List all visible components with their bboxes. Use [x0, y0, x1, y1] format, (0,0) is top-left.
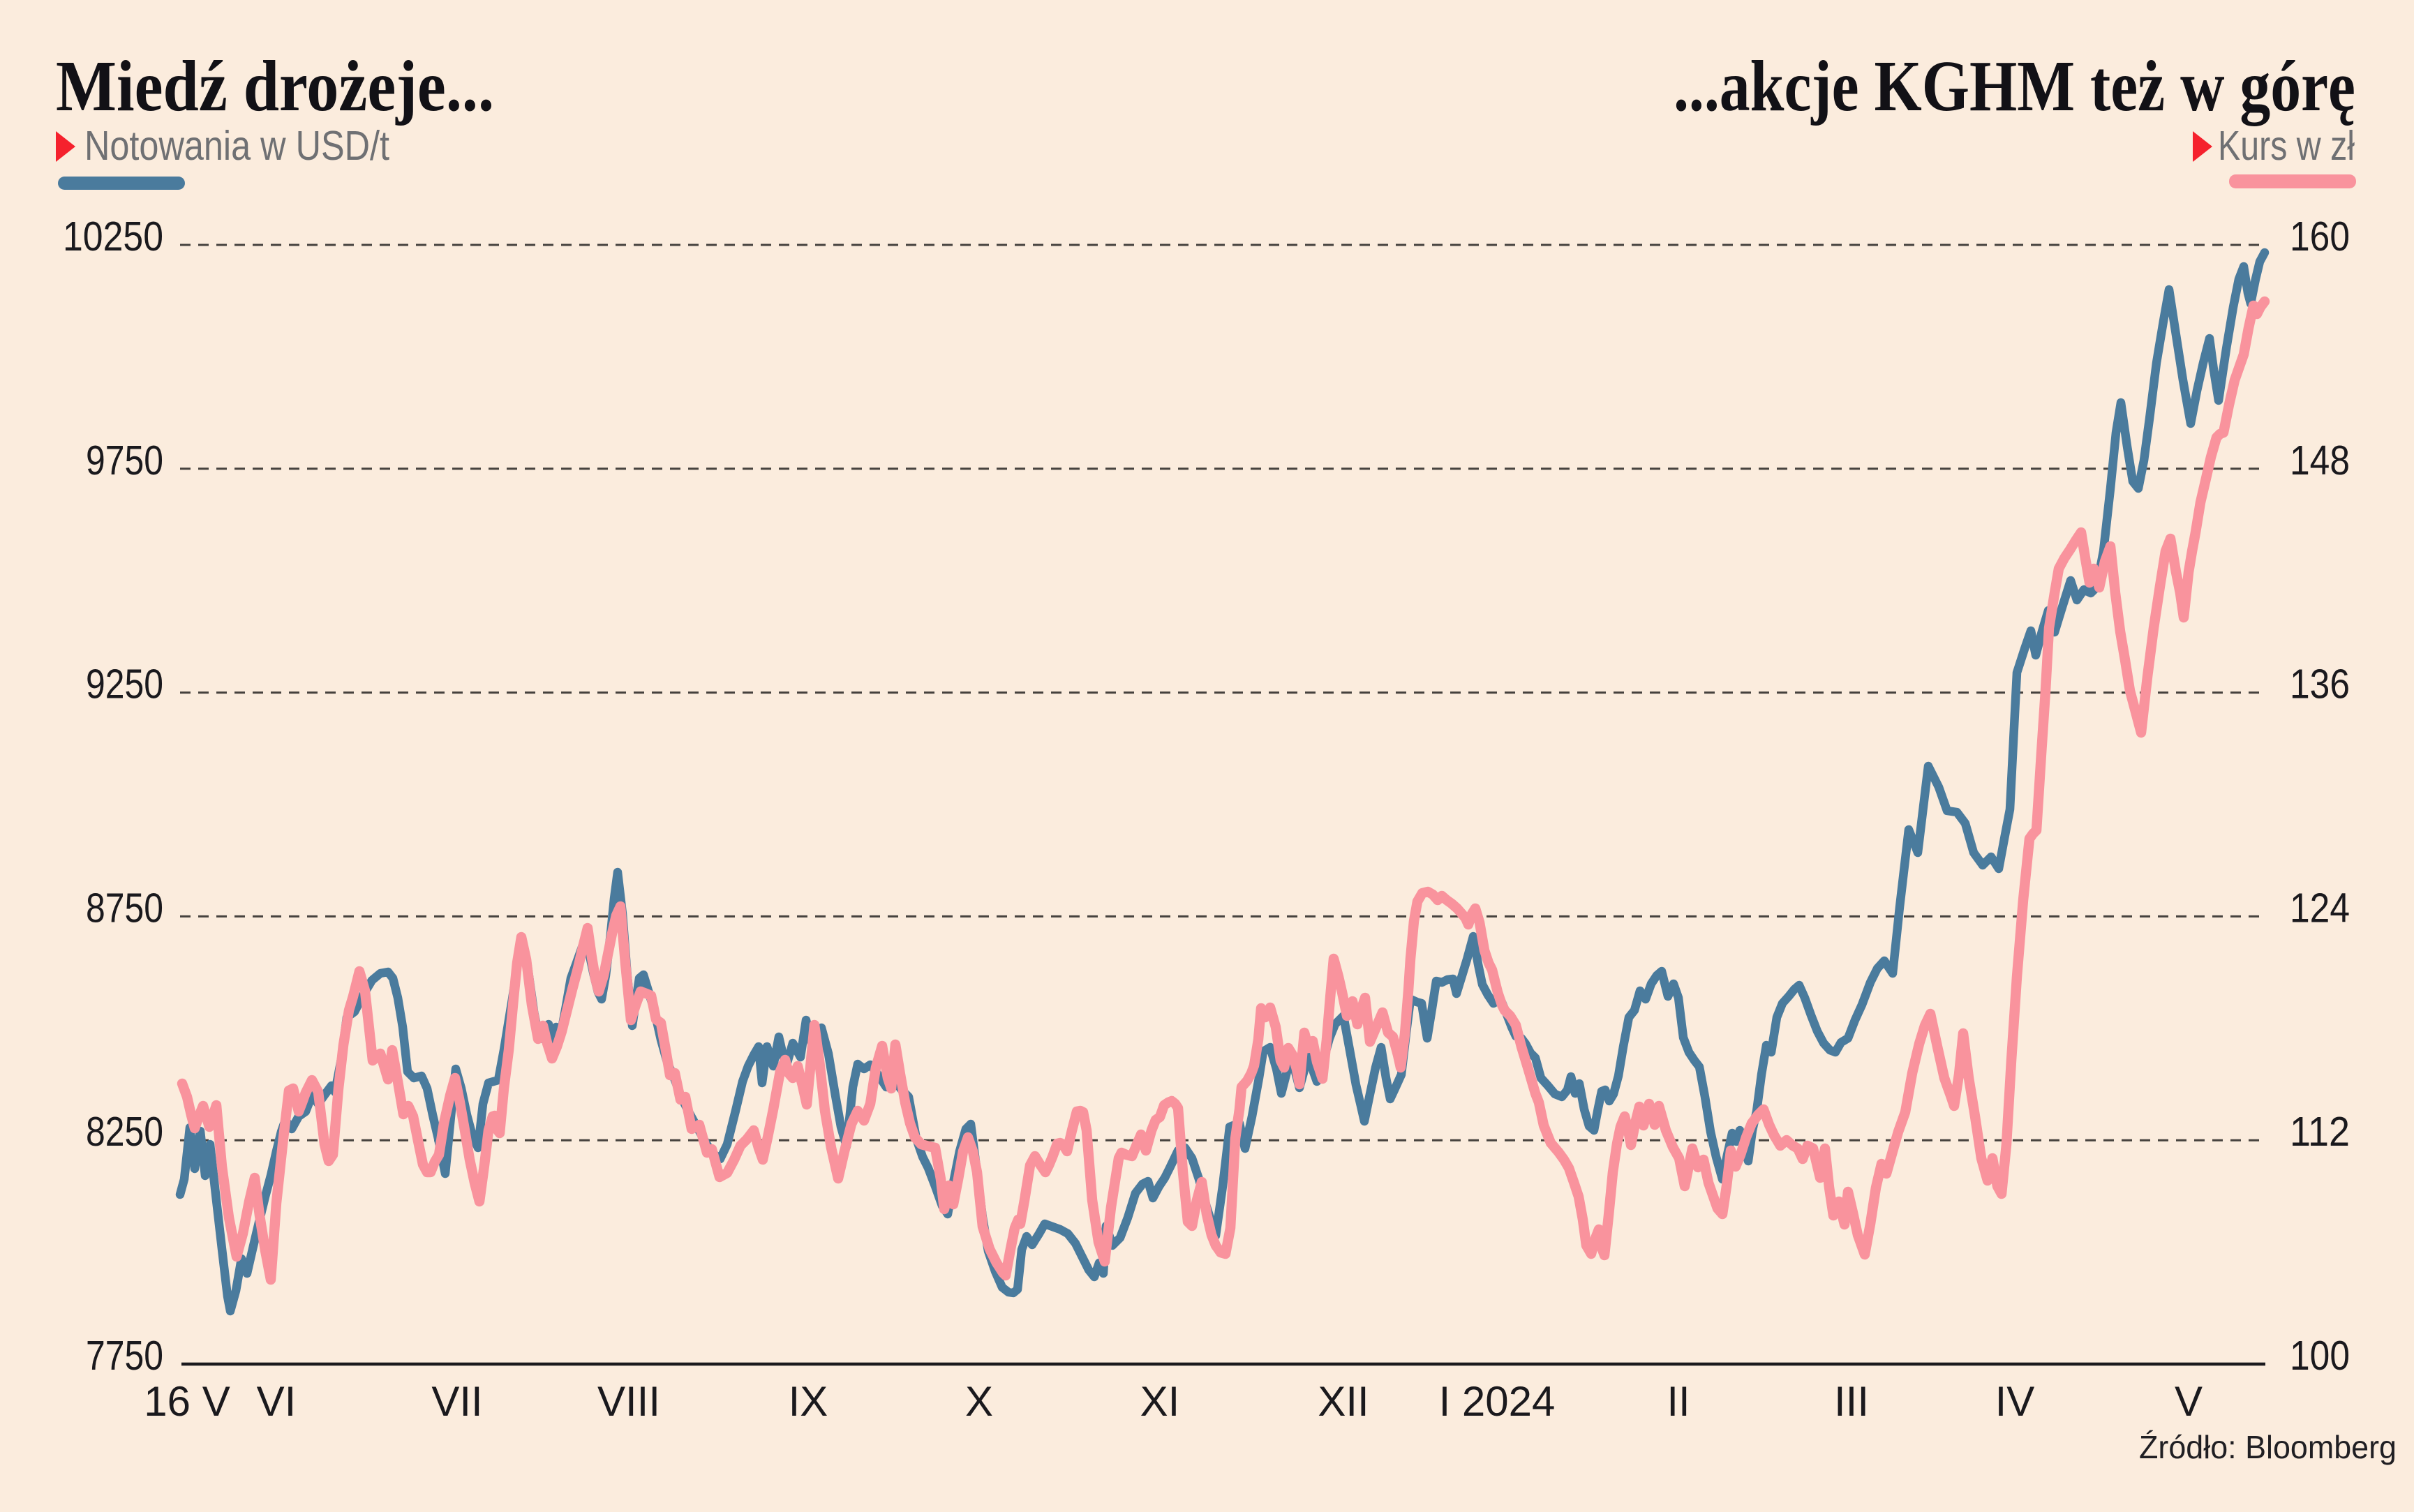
svg-text:8750: 8750: [86, 885, 163, 931]
svg-text:7750: 7750: [86, 1333, 163, 1379]
svg-text:IX: IX: [789, 1378, 828, 1425]
svg-text:16 V: 16 V: [144, 1378, 230, 1425]
svg-text:Notowania w USD/t: Notowania w USD/t: [84, 123, 389, 169]
svg-text:VI: VI: [257, 1378, 297, 1425]
svg-text:112: 112: [2290, 1109, 2350, 1155]
svg-text:Kurs w zł: Kurs w zł: [2218, 123, 2355, 169]
svg-text:X: X: [965, 1378, 993, 1425]
svg-text:148: 148: [2290, 437, 2350, 484]
svg-text:124: 124: [2290, 885, 2350, 931]
svg-text:II: II: [1667, 1378, 1690, 1425]
svg-text:XII: XII: [1318, 1378, 1369, 1425]
svg-text:XI: XI: [1140, 1378, 1180, 1425]
svg-text:160: 160: [2290, 214, 2350, 260]
svg-text:V: V: [2175, 1378, 2203, 1425]
svg-text:IV: IV: [1995, 1378, 2035, 1425]
svg-text:VII: VII: [431, 1378, 482, 1425]
svg-text:...akcje KGHM też w górę: ...akcje KGHM też w górę: [1674, 46, 2355, 126]
svg-text:Źródło: Bloomberg: Źródło: Bloomberg: [2139, 1429, 2397, 1465]
svg-text:Miedź drożeje...: Miedź drożeje...: [56, 46, 494, 126]
svg-text:100: 100: [2290, 1333, 2350, 1379]
svg-text:9250: 9250: [86, 661, 163, 708]
svg-text:9750: 9750: [86, 437, 163, 484]
svg-text:I 2024: I 2024: [1439, 1378, 1556, 1425]
svg-text:136: 136: [2290, 661, 2350, 708]
svg-text:10250: 10250: [63, 214, 163, 260]
svg-text:III: III: [1834, 1378, 1869, 1425]
svg-text:VIII: VIII: [597, 1378, 660, 1425]
svg-text:8250: 8250: [86, 1109, 163, 1155]
